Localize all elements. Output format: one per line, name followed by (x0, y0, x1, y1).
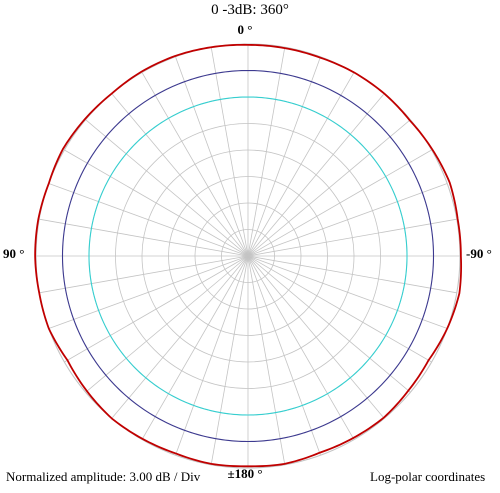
grid-spoke (247, 255, 355, 440)
grid-spoke (247, 255, 385, 419)
grid-spoke (210, 255, 249, 465)
grid-spoke (48, 183, 249, 257)
grid-spoke (247, 255, 321, 456)
amplitude-scale-label: Normalized amplitude: 3.00 dB / Div (6, 469, 201, 484)
grid-spoke (64, 255, 249, 363)
grid-spoke (141, 255, 249, 440)
chart-title: 0 -3dB: 360° (211, 2, 289, 18)
grid-spoke (48, 255, 249, 329)
grid-spoke (141, 72, 249, 257)
grid-spoke (85, 255, 249, 393)
angle-label-top: 0 ° (237, 22, 253, 37)
angle-label-right: -90 ° (466, 246, 492, 261)
series-layer (34, 43, 463, 468)
grid-spoke (210, 47, 249, 257)
grid-spoke (111, 93, 249, 257)
grid-spoke (64, 149, 249, 257)
grid-spoke (247, 93, 385, 257)
grid-spoke (39, 218, 249, 257)
grid-spoke (39, 255, 249, 294)
grid-spoke (247, 119, 411, 257)
grid-spoke (247, 149, 432, 257)
coordinate-mode-label: Log-polar coordinates (370, 469, 486, 484)
grid-spoke (175, 56, 249, 257)
grid-spoke (111, 255, 249, 419)
grid-spoke (247, 255, 411, 393)
grid-spoke (247, 255, 286, 465)
grid-spoke (247, 72, 355, 257)
grid-spoke (247, 56, 321, 257)
grid-spoke (247, 255, 457, 294)
grid-spoke (247, 183, 448, 257)
grid-spoke (85, 119, 249, 257)
angle-label-left: 90 ° (3, 246, 25, 261)
grid-spoke (175, 255, 249, 456)
series-line-2 (88, 96, 408, 416)
series-line-1 (61, 69, 435, 443)
series-line-0 (34, 43, 463, 468)
grid-spoke (247, 255, 448, 329)
grid-spoke (247, 47, 286, 257)
angle-label-bottom: ±180 ° (227, 466, 263, 481)
grid-spoke (247, 218, 457, 257)
grid-spoke (247, 255, 432, 363)
